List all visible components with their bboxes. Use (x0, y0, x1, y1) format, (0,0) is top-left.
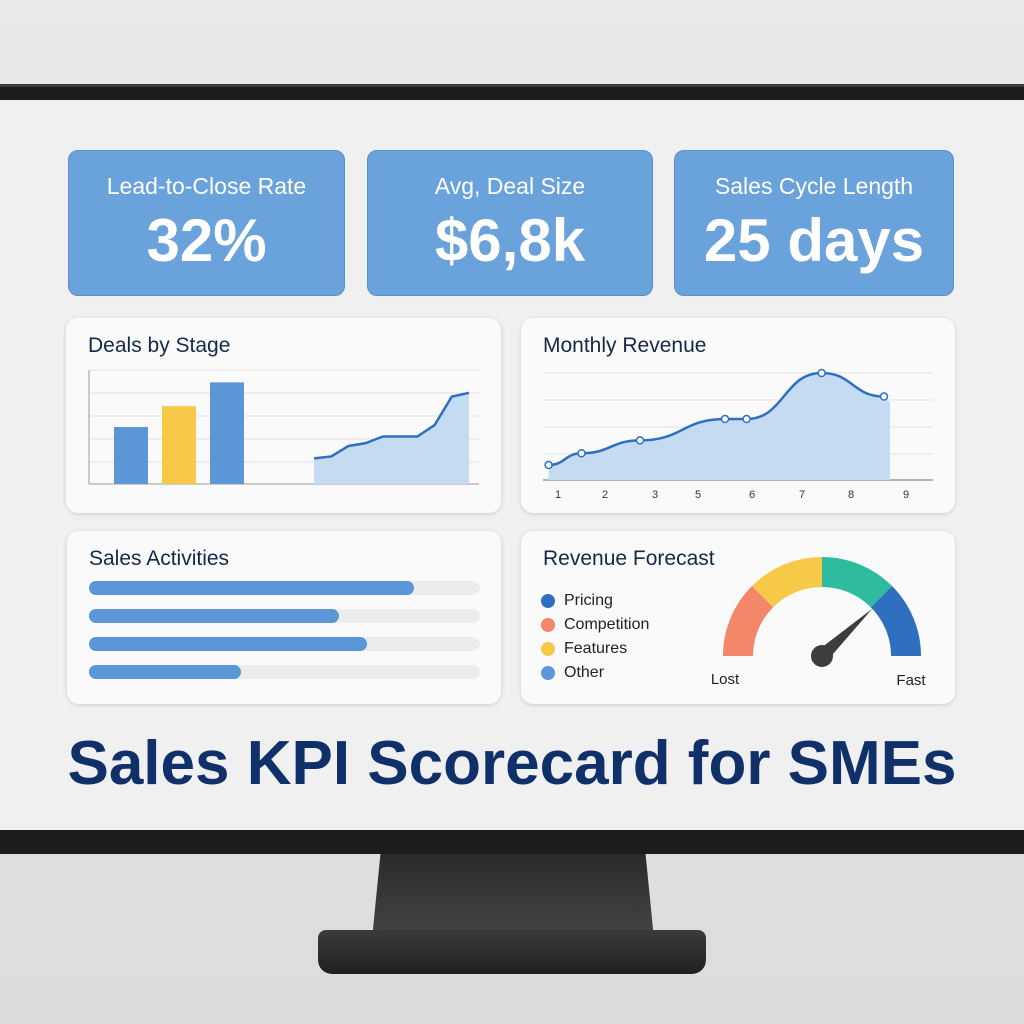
monthly-revenue-chart: 1 2 3 5 6 7 8 9 (543, 368, 933, 501)
x-tick-label: 1 (555, 489, 561, 501)
gauge-segment (751, 557, 822, 608)
activity-progress-bar (89, 581, 480, 595)
area-fill (314, 392, 469, 484)
progress-fill (89, 609, 340, 623)
legend-dot (541, 666, 555, 680)
x-tick-label: 8 (848, 489, 854, 501)
legend-item-other: Other (541, 664, 604, 682)
kpi-label: Avg, Deal Size (434, 173, 586, 199)
legend-dot (541, 642, 555, 656)
legend-dot (541, 618, 555, 632)
data-point (817, 368, 826, 378)
data-point (577, 449, 586, 458)
area-line (313, 391, 470, 460)
activity-progress-bar (89, 609, 480, 623)
bar (114, 427, 148, 484)
activity-progress-bar (89, 665, 480, 679)
progress-fill (89, 581, 414, 595)
card-title: Monthly Revenue (543, 334, 707, 357)
kpi-value: 25 days (703, 207, 925, 274)
x-tick-label: 7 (799, 489, 805, 501)
area-fill (548, 373, 890, 480)
data-point (635, 436, 645, 445)
legend-item-competition: Competition (541, 616, 649, 634)
page-headline: Sales KPI Scorecard for SMEs (67, 729, 957, 798)
kpi-label: Sales Cycle Length (714, 173, 914, 199)
gauge-max-label: Fast (896, 672, 926, 689)
x-tick-label: 2 (602, 489, 608, 501)
activity-progress-bar (89, 637, 480, 651)
kpi-lead-to-close: Lead-to-Close Rate 32% (68, 150, 345, 296)
gauge-segment (870, 585, 921, 656)
x-tick-label: 3 (652, 489, 658, 501)
gauge-segment (723, 585, 774, 656)
data-point (742, 414, 751, 424)
revenue-forecast-card: Revenue Forecast Pricing Competition Fea… (521, 531, 955, 704)
kpi-avg-deal-size: Avg, Deal Size $6,8k (367, 150, 653, 296)
x-tick-label: 6 (749, 489, 755, 501)
monitor-base (318, 930, 706, 974)
sales-activities-card: Sales Activities (67, 531, 501, 704)
x-tick-label: 9 (903, 489, 909, 501)
legend-dot (541, 594, 555, 608)
data-point (879, 392, 889, 401)
legend-item-features: Features (541, 640, 627, 658)
progress-fill (89, 665, 242, 679)
card-title: Revenue Forecast (543, 547, 715, 570)
data-point (720, 414, 730, 424)
kpi-value: 32% (146, 207, 267, 274)
gauge-needle (817, 608, 873, 662)
deals-by-stage-chart (88, 369, 479, 485)
monitor-stand (372, 854, 654, 939)
kpi-value: $6,8k (434, 207, 586, 274)
x-tick-label: 5 (695, 489, 701, 501)
legend-label: Competition (564, 616, 650, 633)
gauge-hub (811, 645, 833, 667)
bar (210, 382, 244, 484)
data-point (544, 460, 553, 470)
card-title: Deals by Stage (88, 334, 231, 357)
gauge-chart: Lost Fast (711, 557, 926, 689)
card-title: Sales Activities (89, 547, 230, 570)
legend-label: Features (564, 640, 628, 657)
bar (162, 406, 196, 484)
legend-label: Pricing (564, 592, 613, 609)
kpi-label: Lead-to-Close Rate (106, 173, 307, 199)
gauge-min-label: Lost (711, 671, 740, 688)
gauge-segment (822, 557, 893, 608)
legend-item-pricing: Pricing (541, 592, 613, 610)
deals-by-stage-card: Deals by Stage (66, 318, 501, 513)
legend-label: Other (564, 664, 605, 681)
progress-fill (89, 637, 367, 651)
kpi-sales-cycle: Sales Cycle Length 25 days (674, 150, 954, 296)
monthly-revenue-card: Monthly Revenue 1 2 3 5 6 7 8 9 (521, 318, 955, 513)
